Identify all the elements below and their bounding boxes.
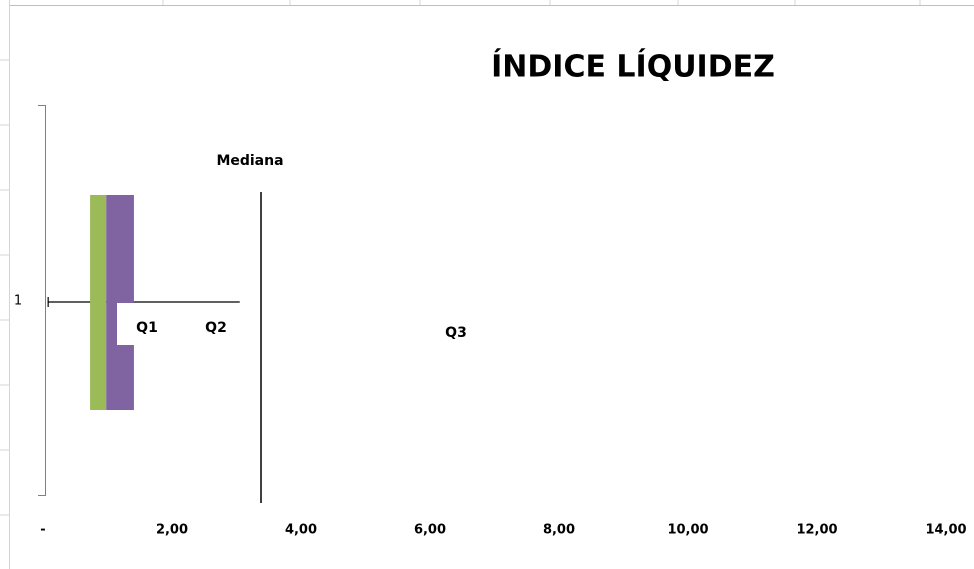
y-axis	[38, 105, 46, 496]
annotation: Mediana	[216, 153, 283, 169]
x-tick-label: 10,00	[667, 523, 708, 538]
box-segment	[106, 195, 134, 410]
x-tick-label: 4,00	[285, 523, 317, 538]
label-background	[117, 303, 175, 345]
x-tick-label: 2,00	[156, 523, 188, 538]
y-tick-label: 1	[14, 294, 22, 309]
annotation: Q3	[445, 325, 467, 341]
x-tick-label: -	[40, 523, 45, 538]
x-tick-label: 12,00	[796, 523, 837, 538]
box-segment	[90, 195, 107, 410]
chart-title: ÍNDICE LÍQUIDEZ	[491, 49, 775, 85]
x-tick-label: 6,00	[414, 523, 446, 538]
annotation: Q1	[136, 320, 158, 336]
annotation: Q2	[205, 320, 227, 336]
x-tick-label: 8,00	[543, 523, 575, 538]
x-tick-label: 14,00	[925, 523, 966, 538]
sheet-grid	[0, 0, 921, 569]
